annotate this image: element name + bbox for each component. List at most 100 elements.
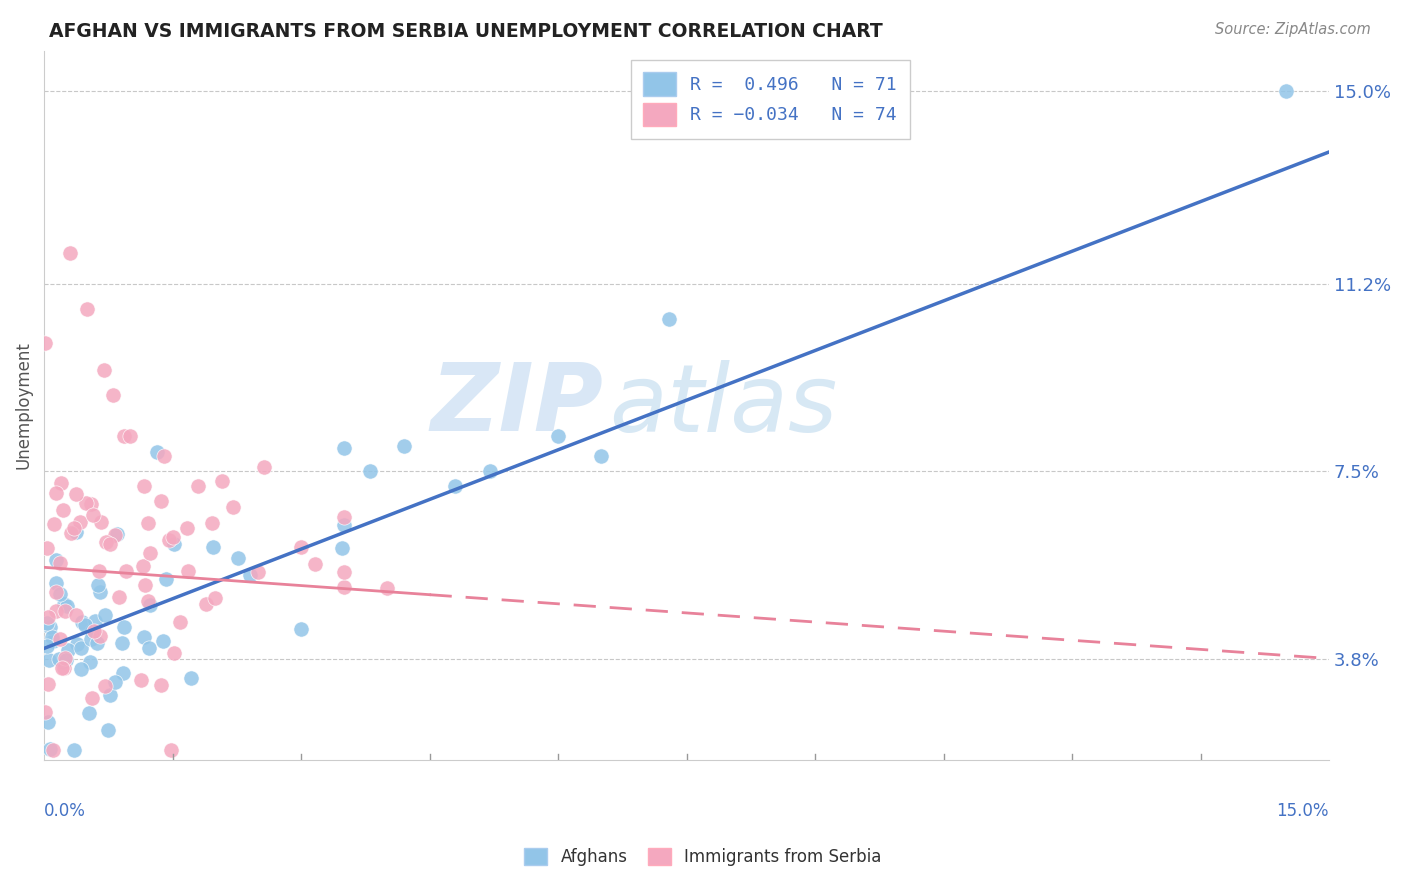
Point — [37, 610, 59, 624]
Point — [211, 474, 233, 488]
Point — [86, 578, 108, 592]
Point — [49, 476, 72, 491]
Point — [41, 630, 63, 644]
Point — [79, 632, 101, 647]
Point — [70, 662, 93, 676]
Point — [52, 656, 75, 670]
Point — [55, 653, 77, 667]
Point — [89, 629, 111, 643]
Point — [112, 666, 135, 681]
Point — [56, 599, 79, 613]
Point — [104, 528, 127, 542]
Point — [38, 741, 60, 756]
Point — [136, 516, 159, 530]
Point — [132, 479, 155, 493]
Legend: R =  0.496   N = 71, R = −0.034   N = 74: R = 0.496 N = 71, R = −0.034 N = 74 — [631, 60, 910, 138]
Point — [37, 715, 59, 730]
Point — [176, 521, 198, 535]
Point — [77, 706, 100, 720]
Point — [180, 671, 202, 685]
Point — [101, 388, 124, 402]
Point — [159, 742, 181, 756]
Point — [169, 615, 191, 629]
Point — [375, 581, 398, 595]
Point — [150, 678, 173, 692]
Point — [41, 634, 63, 648]
Point — [37, 615, 59, 630]
Point — [195, 597, 218, 611]
Point — [49, 587, 72, 601]
Point — [290, 622, 312, 636]
Point — [48, 652, 70, 666]
Point — [204, 591, 226, 605]
Point — [333, 518, 356, 533]
Point — [1275, 84, 1298, 98]
Point — [157, 533, 180, 547]
Point — [65, 525, 87, 540]
Point — [89, 584, 111, 599]
Point — [39, 620, 62, 634]
Point — [80, 498, 103, 512]
Point — [304, 557, 326, 571]
Point — [333, 510, 356, 524]
Point — [333, 581, 356, 595]
Point — [87, 564, 110, 578]
Text: AFGHAN VS IMMIGRANTS FROM SERBIA UNEMPLOYMENT CORRELATION CHART: AFGHAN VS IMMIGRANTS FROM SERBIA UNEMPLO… — [49, 22, 883, 41]
Point — [162, 530, 184, 544]
Point — [134, 630, 156, 644]
Point — [187, 479, 209, 493]
Point — [80, 690, 103, 705]
Point — [132, 559, 155, 574]
Point — [45, 553, 67, 567]
Point — [108, 590, 131, 604]
Point — [153, 449, 176, 463]
Point — [155, 572, 177, 586]
Text: 15.0%: 15.0% — [1277, 803, 1329, 821]
Point — [253, 459, 276, 474]
Point — [134, 578, 156, 592]
Point — [86, 636, 108, 650]
Y-axis label: Unemployment: Unemployment — [15, 342, 32, 469]
Point — [42, 742, 65, 756]
Point — [221, 500, 243, 514]
Point — [90, 515, 112, 529]
Point — [589, 449, 612, 463]
Point — [79, 655, 101, 669]
Point — [37, 639, 59, 653]
Legend: Afghans, Immigrants from Serbia: Afghans, Immigrants from Serbia — [517, 841, 889, 873]
Point — [45, 604, 67, 618]
Point — [69, 640, 91, 655]
Point — [129, 673, 152, 687]
Point — [58, 642, 80, 657]
Point — [658, 312, 681, 326]
Point — [37, 677, 59, 691]
Point — [359, 464, 381, 478]
Point — [226, 551, 249, 566]
Point — [59, 246, 82, 260]
Point — [105, 526, 128, 541]
Point — [82, 508, 104, 523]
Point — [111, 636, 134, 650]
Point — [51, 661, 73, 675]
Point — [34, 705, 56, 719]
Point — [444, 479, 467, 493]
Point — [547, 428, 569, 442]
Point — [80, 624, 103, 638]
Point — [94, 679, 117, 693]
Point — [35, 541, 58, 555]
Text: 0.0%: 0.0% — [44, 803, 86, 821]
Point — [65, 486, 87, 500]
Point — [83, 624, 105, 639]
Text: ZIP: ZIP — [430, 359, 603, 451]
Point — [330, 541, 353, 555]
Point — [76, 301, 98, 316]
Point — [202, 540, 225, 554]
Point — [65, 607, 87, 622]
Point — [75, 618, 97, 632]
Point — [104, 674, 127, 689]
Point — [118, 428, 141, 442]
Point — [136, 594, 159, 608]
Point — [52, 502, 75, 516]
Point — [53, 604, 76, 618]
Point — [201, 516, 224, 531]
